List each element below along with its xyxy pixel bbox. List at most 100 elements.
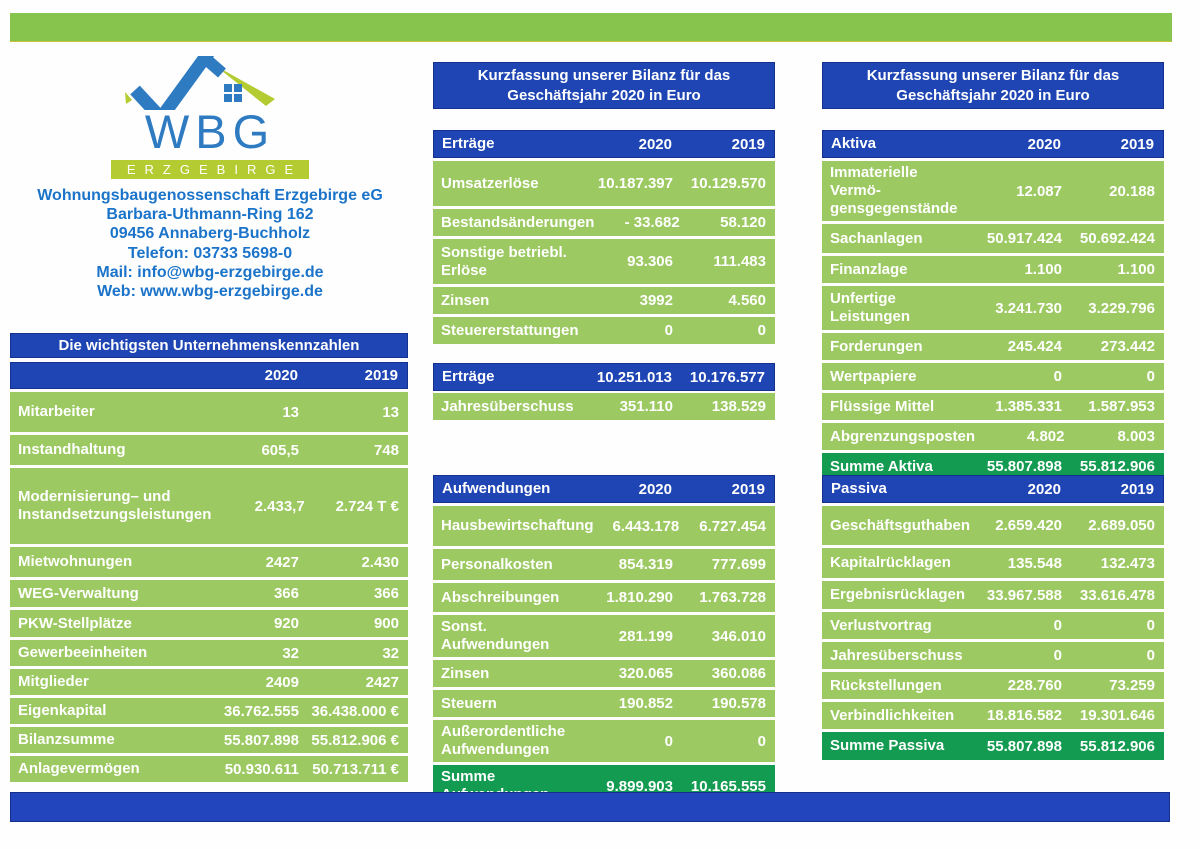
value-2019: 0 (1146, 617, 1155, 634)
value-2019: 346.010 (711, 627, 766, 645)
company-logo: WBG ERZGEBIRGE (10, 56, 410, 179)
value-2019: 19.301.646 (1079, 707, 1155, 724)
column-year-2019: 2019 (1120, 135, 1154, 153)
value-2020: 0 (664, 322, 673, 339)
table-row: Immaterielle Vermö- gensgegenstände 12.0… (822, 161, 1164, 221)
value-2019: 3.229.796 (1088, 299, 1155, 317)
row-label: Mietwohnungen (18, 553, 133, 570)
table-row: Jahresüberschuss 0 0 (822, 642, 1164, 669)
row-label: Modernisierung– und Instandsetzungsleist… (18, 488, 212, 523)
row-label: Verbindlichkeiten (830, 706, 955, 724)
bilanz-header-line1: Kurzfassung unserer Bilanz für das (477, 67, 731, 84)
value-2019: 10.129.570 (690, 175, 766, 192)
value-2020: 2.659.420 (995, 517, 1063, 534)
value-2020: 55.807.898 (986, 737, 1062, 755)
value-2019: 273.442 (1100, 338, 1155, 355)
aktiva-rows: Immaterielle Vermö- gensgegenstände 12.0… (822, 161, 1164, 480)
section-label: Aufwendungen (442, 480, 551, 497)
row-label: Umsatzerlöse (441, 174, 539, 192)
value-2019: 360.086 (711, 665, 766, 682)
brand-region-badge: ERZGEBIRGE (111, 160, 309, 179)
value-2020: 2.433,7 (254, 497, 305, 515)
value-2020: 55.807.898 (223, 731, 299, 749)
value-2020: 245.424 (1007, 338, 1062, 355)
column-year-2020: 2020 (1027, 480, 1061, 498)
row-label: Sonst. Aufwendungen (441, 618, 550, 653)
value-2020: 281.199 (618, 627, 673, 645)
value-2020: 351.110 (619, 398, 673, 415)
table-row: Mietwohnungen 2427 2.430 (10, 547, 408, 577)
passiva-rows: Geschäftsguthaben 2.659.420 2.689.050 Ka… (822, 506, 1164, 760)
brand-name: WBG (144, 105, 276, 158)
row-label: Rückstellungen (830, 676, 942, 694)
column-year-2019: 2019 (364, 367, 398, 384)
value-2020: 920 (273, 615, 299, 632)
value-2019: 190.578 (711, 695, 766, 712)
table-row: Gewerbeeinheiten 32 32 (10, 640, 408, 666)
table-row: Unfertige Leistungen 3.241.730 3.229.796 (822, 286, 1164, 330)
logo-roof-shape (206, 59, 275, 106)
row-label: Ergebnisrücklagen (830, 586, 966, 603)
row-label: Anlagevermögen (18, 760, 140, 777)
row-label: Außerordentliche Aufwendungen (441, 723, 566, 758)
value-2019: 0 (757, 732, 766, 750)
table-row: Steuererstattungen 0 0 (433, 317, 775, 344)
column-year-2019: 2019 (731, 480, 765, 498)
value-2019: 1.587.953 (1088, 398, 1155, 415)
table-row: Zinsen 320.065 360.086 (433, 660, 775, 687)
value-2020: - 33.682 (624, 214, 680, 231)
logo-check-shape (129, 56, 214, 110)
table-row: Jahresüberschuss 351.110 138.529 (433, 393, 775, 420)
value-2020: 36.762.555 (223, 702, 299, 720)
row-label: Immaterielle Vermö- gensgegenstände (830, 164, 958, 217)
value-2020: 18.816.582 (986, 707, 1062, 724)
table-row: Bilanzsumme 55.807.898 55.812.906 € (10, 727, 408, 753)
value-2020: 366 (273, 585, 299, 602)
row-label: Zinsen (441, 664, 490, 682)
column-year-2020: 2020 (638, 135, 672, 153)
table-row: WEG-Verwaltung 366 366 (10, 580, 408, 607)
value-2020: 50.917.424 (986, 230, 1062, 247)
table-row: Eigenkapital 36.762.555 36.438.000 € (10, 698, 408, 724)
value-2019: 73.259 (1109, 677, 1155, 694)
value-2019: 50.713.711 € (312, 760, 399, 778)
bilanz-header-line2: Geschäftsjahr 2020 in Euro (896, 87, 1090, 104)
phone-line: Telefon: 03733 5698-0 (127, 244, 293, 262)
value-2020: 190.852 (618, 695, 673, 712)
row-label: Abschreibungen (441, 588, 560, 606)
value-2019: 366 (373, 585, 399, 602)
table-row: Umsatzerlöse 10.187.397 10.129.570 (433, 161, 775, 206)
value-2019: 10.165.555 (690, 777, 766, 795)
table-row: Hausbewirtschaftung 6.443.178 6.727.454 (433, 506, 775, 546)
value-2019: 8.003 (1117, 428, 1155, 445)
value-2020: 3.241.730 (995, 299, 1062, 317)
value-2019: 2.430 (361, 553, 399, 571)
aufwendungen-rows: Hausbewirtschaftung 6.443.178 6.727.454 … (433, 506, 775, 807)
bilanz-header-right: Kurzfassung unserer Bilanz für das Gesch… (822, 62, 1164, 109)
value-2020: 2427 (265, 553, 299, 571)
value-2020: 1.810.290 (606, 589, 673, 606)
value-2019: 0 (1146, 368, 1155, 385)
value-2020: 0 (664, 732, 673, 750)
total-2020: 10.251.013 (596, 368, 672, 386)
bilanz-header-line2: Geschäftsjahr 2020 in Euro (507, 87, 701, 104)
ertraege-table: Erträge 2020 2019 Umsatzerlöse 10.187.39… (433, 130, 775, 344)
contact-block: Wohnungsbaugenossenschaft Erzgebirge eG … (0, 186, 420, 301)
city-address: 09456 Annaberg-Buchholz (109, 225, 311, 243)
total-2019: 10.176.577 (689, 368, 765, 386)
kennzahlen-rows: Mitarbeiter 13 13 Instandhaltung 605,5 7… (10, 392, 408, 782)
table-row: PKW-Stellplätze 920 900 (10, 610, 408, 637)
value-2020: 55.807.898 (986, 458, 1062, 475)
value-2020: 32 (282, 644, 299, 662)
row-label: Mitglieder (18, 673, 89, 690)
table-row: Personalkosten 854.319 777.699 (433, 549, 775, 580)
table-row: Sonst. Aufwendungen 281.199 346.010 (433, 615, 775, 657)
row-label: Bestandsänderungen (441, 213, 595, 231)
logo-check-sliver (124, 92, 132, 104)
value-2019: 1.763.728 (699, 589, 766, 606)
row-label: Finanzlage (830, 260, 908, 278)
row-label: WEG-Verwaltung (18, 584, 139, 602)
value-2019: 132.473 (1100, 554, 1155, 572)
aufwendungen-header-row: Aufwendungen 2020 2019 (433, 475, 775, 503)
